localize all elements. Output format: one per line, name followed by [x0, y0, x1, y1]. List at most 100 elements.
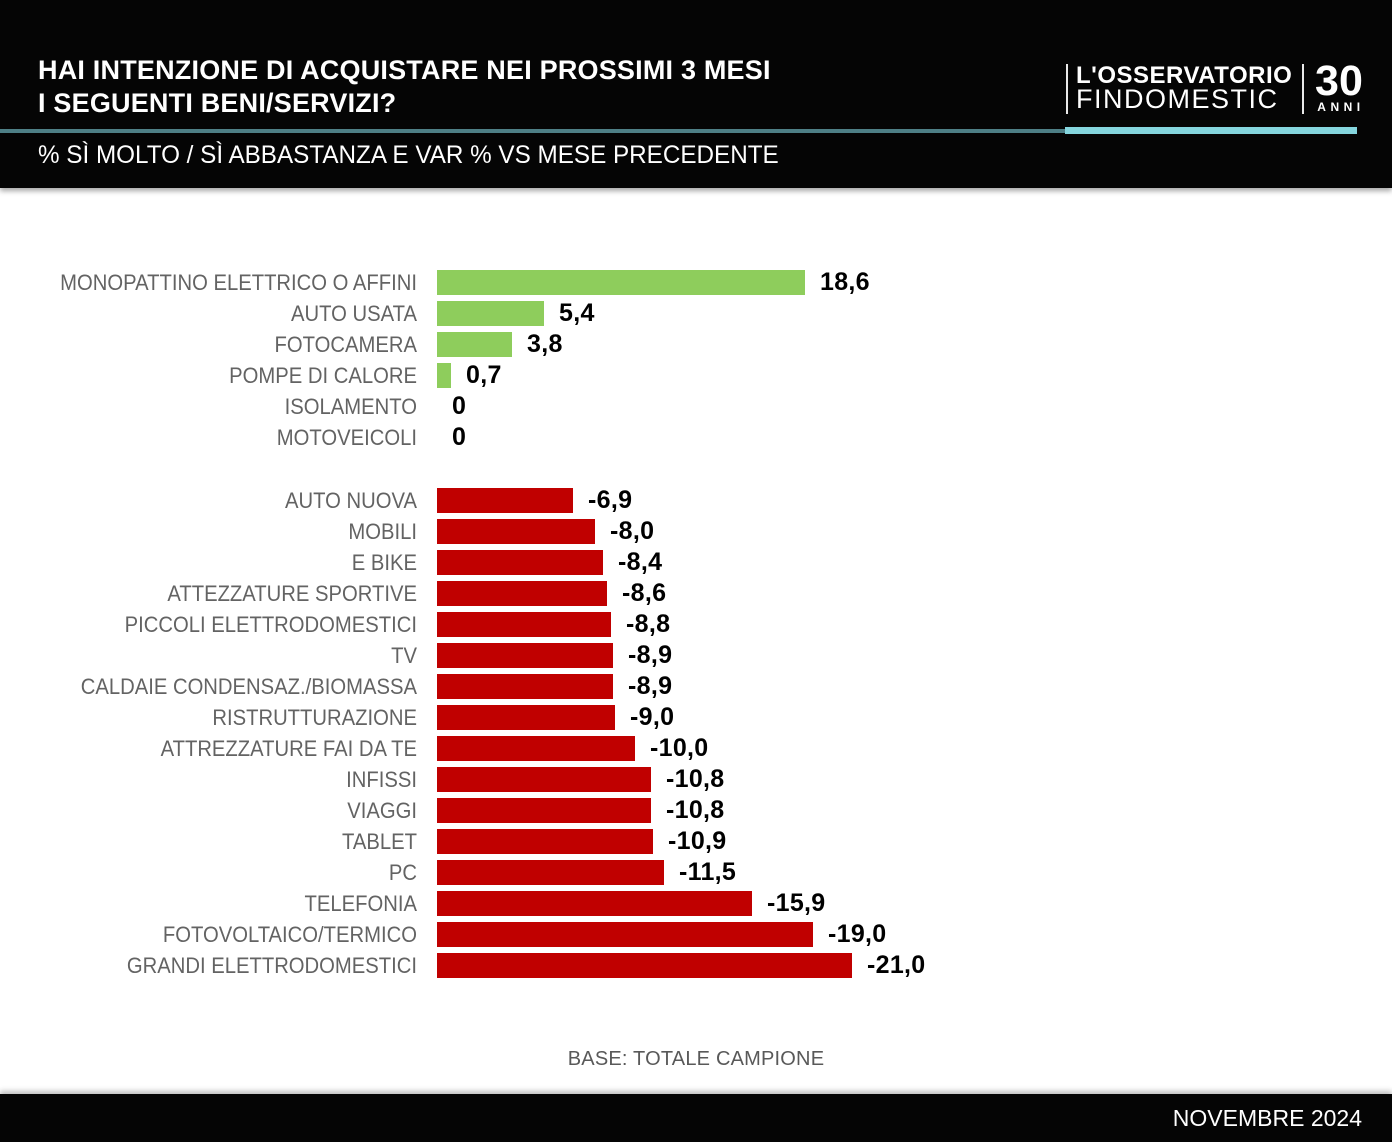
value-label: -11,5 [679, 858, 737, 886]
bar-zone: 0 [437, 423, 466, 452]
bar-zone: -10,9 [437, 827, 726, 856]
chart-row: E BIKE -8,4 [0, 548, 1392, 576]
bar [437, 922, 813, 947]
value-label: 3,8 [527, 330, 563, 358]
category-label: GRANDI ELETTRODOMESTICI [126, 952, 418, 978]
chart-row: FOTOVOLTAICO/TERMICO -19,0 [0, 920, 1392, 949]
bar [437, 891, 752, 916]
bar [437, 643, 613, 668]
chart-row: ATTEZZATURE SPORTIVE -8,6 [0, 579, 1392, 608]
logo-findomestic-text: FINDOMESTIC [1076, 84, 1279, 114]
chart-row: PICCOLI ELETTRODOMESTICI -8,8 [0, 610, 1392, 639]
bar-zone: -9,0 [437, 703, 674, 732]
category-label: AUTO NUOVA [285, 487, 417, 513]
page-title: HAI INTENZIONE DI ACQUISTARE NEI PROSSIM… [38, 54, 771, 120]
category-label: POMPE DI CALORE [229, 362, 417, 388]
value-label: -21,0 [867, 951, 926, 979]
logo-years-number: 30 [1315, 57, 1363, 105]
bar-zone: -8,8 [437, 610, 670, 639]
logo-separator-bar [1302, 64, 1305, 114]
category-label: MONOPATTINO ELETTRICO O AFFINI [60, 269, 418, 295]
value-label: -8,9 [628, 641, 673, 669]
value-label: -8,4 [618, 548, 663, 576]
value-label: -10,8 [666, 796, 725, 824]
category-label: AUTO USATA [291, 300, 417, 326]
bar-zone: -10,8 [437, 796, 724, 825]
page-title-line2: I SEGUENTI BENI/SERVIZI? [38, 88, 397, 118]
bar-zone: -10,0 [437, 734, 708, 763]
value-label: 0 [452, 423, 467, 451]
category-label: MOBILI [348, 518, 417, 544]
category-label: PICCOLI ELETTRODOMESTICI [124, 611, 417, 637]
value-label: 5,4 [559, 299, 595, 327]
date-label: NOVEMBRE 2024 [1172, 1104, 1362, 1131]
base-note: BASE: TOTALE CAMPIONE [567, 1048, 825, 1070]
page-title-line1: HAI INTENZIONE DI ACQUISTARE NEI PROSSIM… [38, 55, 771, 85]
bar-zone: 5,4 [437, 299, 595, 328]
category-label: ATTEZZATURE SPORTIVE [167, 580, 417, 606]
chart-row: FOTOCAMERA 3,8 [0, 330, 1392, 359]
footer: NOVEMBRE 2024 [0, 1094, 1392, 1142]
bar-group-positive: MONOPATTINO ELETTRICO O AFFINI 18,6 AUTO U… [0, 268, 1392, 456]
value-label: -8,9 [628, 672, 673, 700]
category-label: ISOLAMENTO [284, 393, 417, 419]
bar [437, 581, 607, 606]
chart-row: ISOLAMENTO 0 [0, 392, 1392, 420]
bar [437, 550, 603, 575]
category-label: E BIKE [351, 549, 417, 575]
bar [437, 736, 635, 761]
chart-row: ATTREZZATURE FAI DA TE -10,0 [0, 734, 1392, 763]
bar [437, 798, 651, 823]
findomestic-logo: L'OSSERVATORIO FINDOMESTIC 30 ANNI [1066, 57, 1365, 115]
bar [437, 612, 611, 637]
category-label: FOTOCAMERA [274, 331, 417, 357]
bar-zone: -21,0 [437, 951, 925, 980]
category-label: TABLET [342, 828, 417, 854]
chart-row: MOTOVEICOLI 0 [0, 423, 1392, 452]
chart-row: GRANDI ELETTRODOMESTICI -21,0 [0, 951, 1392, 980]
category-label: MOTOVEICOLI [276, 424, 417, 450]
category-label: ATTREZZATURE FAI DA TE [160, 735, 417, 761]
logo-30-anni: 30 ANNI [1304, 57, 1365, 115]
value-label: -10,9 [668, 827, 727, 855]
bar [437, 674, 613, 699]
chart-row: MOBILI -8,0 [0, 517, 1392, 546]
category-label: TV [391, 642, 417, 668]
chart-row: INFISSI -10,8 [0, 765, 1392, 794]
chart-subtitle: % SÌ MOLTO / SÌ ABBASTANZA E VAR % VS ME… [38, 141, 779, 169]
category-label: RISTRUTTURAZIONE [212, 704, 417, 730]
chart-row: TELEFONIA -15,9 [0, 889, 1392, 918]
logo-wordmark: L'OSSERVATORIO FINDOMESTIC [1068, 64, 1302, 114]
bar-zone: -15,9 [437, 889, 825, 918]
bar-zone: -6,9 [437, 486, 632, 515]
bar-zone: -8,0 [437, 517, 654, 546]
category-label: VIAGGI [347, 797, 417, 823]
category-label: CALDAIE CONDENSAZ./BIOMASSA [80, 673, 417, 699]
value-label: -6,9 [588, 486, 633, 514]
value-label: 0,7 [466, 361, 502, 389]
bar [437, 332, 512, 357]
value-label: -8,8 [626, 610, 671, 638]
logo-underline [1065, 127, 1357, 134]
category-label: PC [388, 859, 417, 885]
value-label: -10,0 [650, 734, 709, 762]
bar-zone: -8,9 [437, 672, 672, 701]
logo-left-bar [1066, 64, 1068, 114]
logo-years-label: ANNI [1317, 100, 1365, 114]
logo-osservatorio-text: L'OSSERVATORIO [1076, 62, 1293, 89]
bar [437, 488, 573, 513]
bar [437, 301, 544, 326]
header-divider-line [0, 129, 1065, 133]
bar-zone: 3,8 [437, 330, 563, 359]
value-label: 18,6 [820, 268, 870, 296]
bar [437, 860, 664, 885]
bar-zone: -10,8 [437, 765, 724, 794]
chart-row: TV -8,9 [0, 641, 1392, 670]
bar [437, 953, 852, 978]
bar [437, 767, 651, 792]
bar-zone: -8,9 [437, 641, 672, 670]
bar-zone: -8,6 [437, 579, 666, 608]
category-label: FOTOVOLTAICO/TERMICO [162, 921, 417, 947]
bar-zone: -19,0 [437, 920, 886, 949]
